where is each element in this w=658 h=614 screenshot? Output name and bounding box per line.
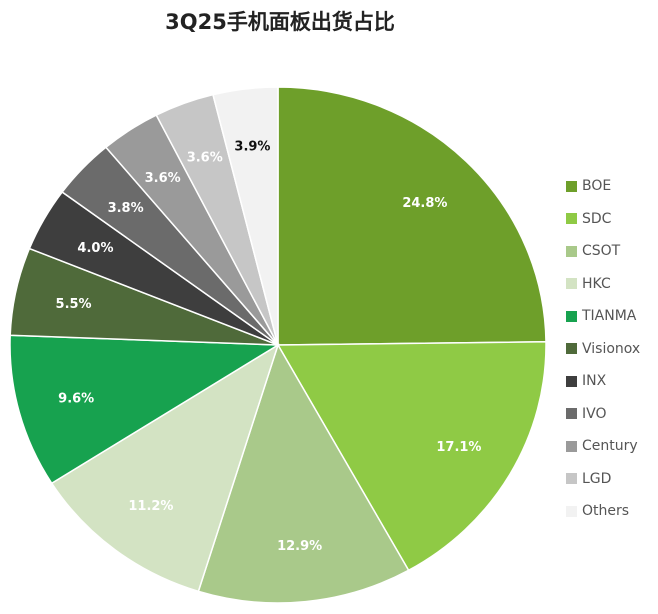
pie-slice-sdc — [276, 340, 547, 572]
legend-swatch — [566, 375, 577, 387]
data-label: 17.1% — [436, 440, 481, 455]
data-label: 3.9% — [234, 139, 270, 154]
legend-label: TIANMA — [582, 308, 637, 325]
data-label: 12.9% — [277, 539, 322, 554]
legend-swatch — [566, 505, 577, 517]
legend: BOE SDC CSOT HKC TIANMA Visionox INX IVO Century… — [566, 170, 640, 528]
legend-swatch — [566, 473, 577, 485]
legend-swatch — [566, 310, 577, 322]
pie-slice-others — [212, 86, 279, 346]
legend-item: INX — [566, 365, 640, 398]
data-label: 4.0% — [77, 241, 113, 256]
pie-slice-tianma — [9, 334, 281, 485]
data-label: 11.2% — [128, 499, 173, 514]
legend-label: INX — [582, 373, 607, 390]
legend-item: TIANMA — [566, 300, 640, 333]
legend-item: CSOT — [566, 235, 640, 268]
legend-swatch — [566, 440, 577, 452]
legend-label: Century — [582, 438, 638, 455]
data-label: 5.5% — [56, 297, 92, 312]
legend-label: Visionox — [582, 340, 641, 357]
legend-swatch — [566, 408, 577, 420]
legend-swatch — [566, 278, 577, 290]
legend-swatch — [566, 180, 577, 192]
legend-label: CSOT — [582, 243, 621, 260]
legend-swatch — [566, 343, 577, 355]
legend-label: Others — [582, 503, 630, 520]
legend-item: Century — [566, 430, 640, 463]
legend-item: SDC — [566, 203, 640, 236]
legend-item: BOE — [566, 170, 640, 203]
legend-label: HKC — [582, 275, 611, 292]
data-label: 3.6% — [145, 171, 181, 186]
legend-label: LGD — [582, 470, 612, 487]
legend-item: Visionox — [566, 333, 640, 366]
legend-swatch — [566, 245, 577, 257]
pie-slice-csot — [197, 343, 410, 604]
legend-item: LGD — [566, 463, 640, 496]
pie-slice-boe — [277, 86, 547, 346]
pie-slice-hkc — [50, 343, 280, 593]
data-label: 9.6% — [58, 391, 94, 406]
data-label: 3.6% — [187, 151, 223, 166]
legend-label: BOE — [582, 178, 612, 195]
legend-swatch — [566, 213, 577, 225]
legend-label: IVO — [582, 405, 607, 422]
legend-item: HKC — [566, 268, 640, 301]
chart-title: 3Q25手机面板出货占比 — [165, 10, 395, 34]
legend-item: IVO — [566, 398, 640, 431]
data-label: 3.8% — [108, 201, 144, 216]
legend-item: Others — [566, 495, 640, 528]
legend-label: SDC — [582, 210, 612, 227]
data-label: 24.8% — [402, 196, 447, 211]
